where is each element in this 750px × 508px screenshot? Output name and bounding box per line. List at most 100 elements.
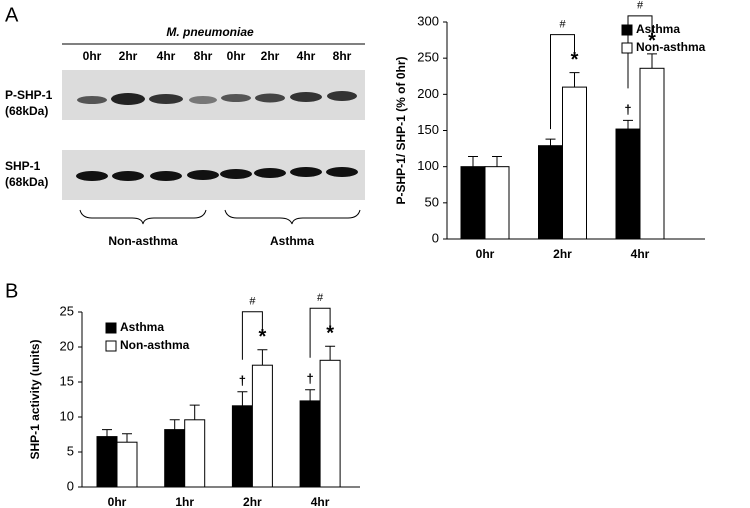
error-bar: [257, 349, 268, 366]
y-tick-label: 5: [67, 443, 74, 458]
bracket-label: #: [249, 296, 256, 308]
error-bar: [468, 156, 478, 167]
band: [189, 96, 217, 104]
row-label: (68kDa): [5, 175, 48, 189]
bracket: [550, 34, 575, 130]
band: [150, 171, 182, 181]
bracket-label: #: [559, 19, 566, 31]
legend-swatch: [621, 42, 633, 54]
band: [327, 91, 357, 101]
y-tick-label: 0: [432, 230, 439, 245]
western-blot: M. pneumoniae 0hr 2hr 4hr 8hr 0hr 2hr 4h…: [5, 25, 365, 248]
band: [149, 94, 183, 104]
significance-marker: *: [571, 49, 579, 71]
bar: [231, 405, 253, 488]
panel-label: A: [5, 4, 19, 26]
bar: [96, 436, 118, 488]
band: [220, 169, 252, 179]
band: [187, 170, 219, 180]
bar: [184, 419, 206, 488]
y-tick-label: 150: [417, 122, 439, 137]
legend-label: Asthma: [120, 320, 164, 334]
legend-swatch: [105, 340, 117, 352]
band: [112, 171, 144, 181]
lane-label: 8hr: [333, 49, 352, 63]
lane-label: 0hr: [83, 49, 102, 63]
error-bar: [122, 433, 132, 443]
bracket-label: #: [317, 292, 324, 304]
bracket: [241, 311, 263, 360]
legend-swatch: [105, 322, 117, 334]
bar: [116, 441, 138, 488]
significance-marker: *: [648, 30, 656, 52]
error-bar: [305, 389, 316, 401]
y-tick-label: 20: [60, 338, 74, 353]
row-label: P-SHP-1: [5, 88, 53, 102]
bar: [562, 86, 587, 240]
panel-label: B: [5, 280, 18, 302]
significance-marker: *: [259, 326, 267, 348]
y-tick-label: 100: [417, 158, 439, 173]
group-bracket: [224, 209, 361, 225]
row-label: (68kDa): [5, 104, 48, 118]
x-tick-label: 0hr: [108, 495, 127, 508]
bar: [164, 429, 186, 488]
bar: [639, 67, 665, 240]
bar: [615, 128, 641, 240]
band: [111, 93, 145, 105]
significance-marker: †: [624, 102, 631, 117]
error-bar: [545, 138, 556, 146]
y-tick-label: 50: [425, 194, 439, 209]
significance-marker: *: [326, 323, 334, 345]
error-bar: [492, 156, 502, 167]
error-bar: [189, 404, 200, 420]
y-axis-label: P-SHP-1/ SHP-1 (% of 0hr): [394, 56, 408, 204]
band: [221, 94, 251, 102]
error-bar: [102, 429, 112, 437]
error-bar: [169, 419, 180, 430]
band: [255, 93, 285, 103]
band: [290, 167, 322, 177]
bar: [460, 166, 486, 240]
band: [77, 96, 107, 104]
error-bar: [569, 72, 580, 88]
group-label: Asthma: [270, 234, 314, 248]
x-tick-label: 1hr: [175, 495, 194, 508]
y-tick-label: 250: [417, 50, 439, 65]
y-tick-label: 0: [67, 478, 74, 493]
x-tick-label: 4hr: [311, 495, 330, 508]
lane-label: 2hr: [261, 49, 280, 63]
y-tick-label: 300: [417, 13, 439, 28]
significance-marker: †: [306, 371, 313, 386]
bracket-label: #: [637, 0, 644, 12]
bar: [484, 166, 510, 240]
y-tick-label: 200: [417, 86, 439, 101]
bar: [319, 359, 341, 488]
row-label: SHP-1: [5, 159, 41, 173]
bar: [251, 364, 273, 488]
error-bar: [623, 119, 633, 130]
error-bar: [237, 391, 248, 406]
lane-label: 4hr: [297, 49, 316, 63]
legend-label: Asthma: [636, 22, 680, 36]
legend-label: Non-asthma: [636, 40, 706, 54]
group-bracket: [79, 209, 207, 225]
error-bar: [647, 53, 657, 69]
x-tick-label: 4hr: [631, 247, 650, 261]
y-tick-label: 25: [60, 303, 74, 318]
legend-label: Non-asthma: [120, 338, 190, 352]
lane-label: 2hr: [119, 49, 138, 63]
band: [326, 167, 358, 177]
bar: [299, 400, 321, 488]
x-tick-label: 2hr: [553, 247, 572, 261]
legend-swatch: [621, 24, 633, 36]
x-tick-label: 2hr: [243, 495, 262, 508]
y-tick-label: 15: [60, 373, 74, 388]
group-label: Non-asthma: [108, 234, 178, 248]
significance-marker: †: [239, 373, 246, 388]
bracket: [309, 307, 331, 358]
lane-label: 4hr: [157, 49, 176, 63]
y-axis-label: SHP-1 activity (units): [28, 339, 42, 459]
blot-title: M. pneumoniae: [166, 25, 254, 39]
y-tick-label: 10: [60, 408, 74, 423]
